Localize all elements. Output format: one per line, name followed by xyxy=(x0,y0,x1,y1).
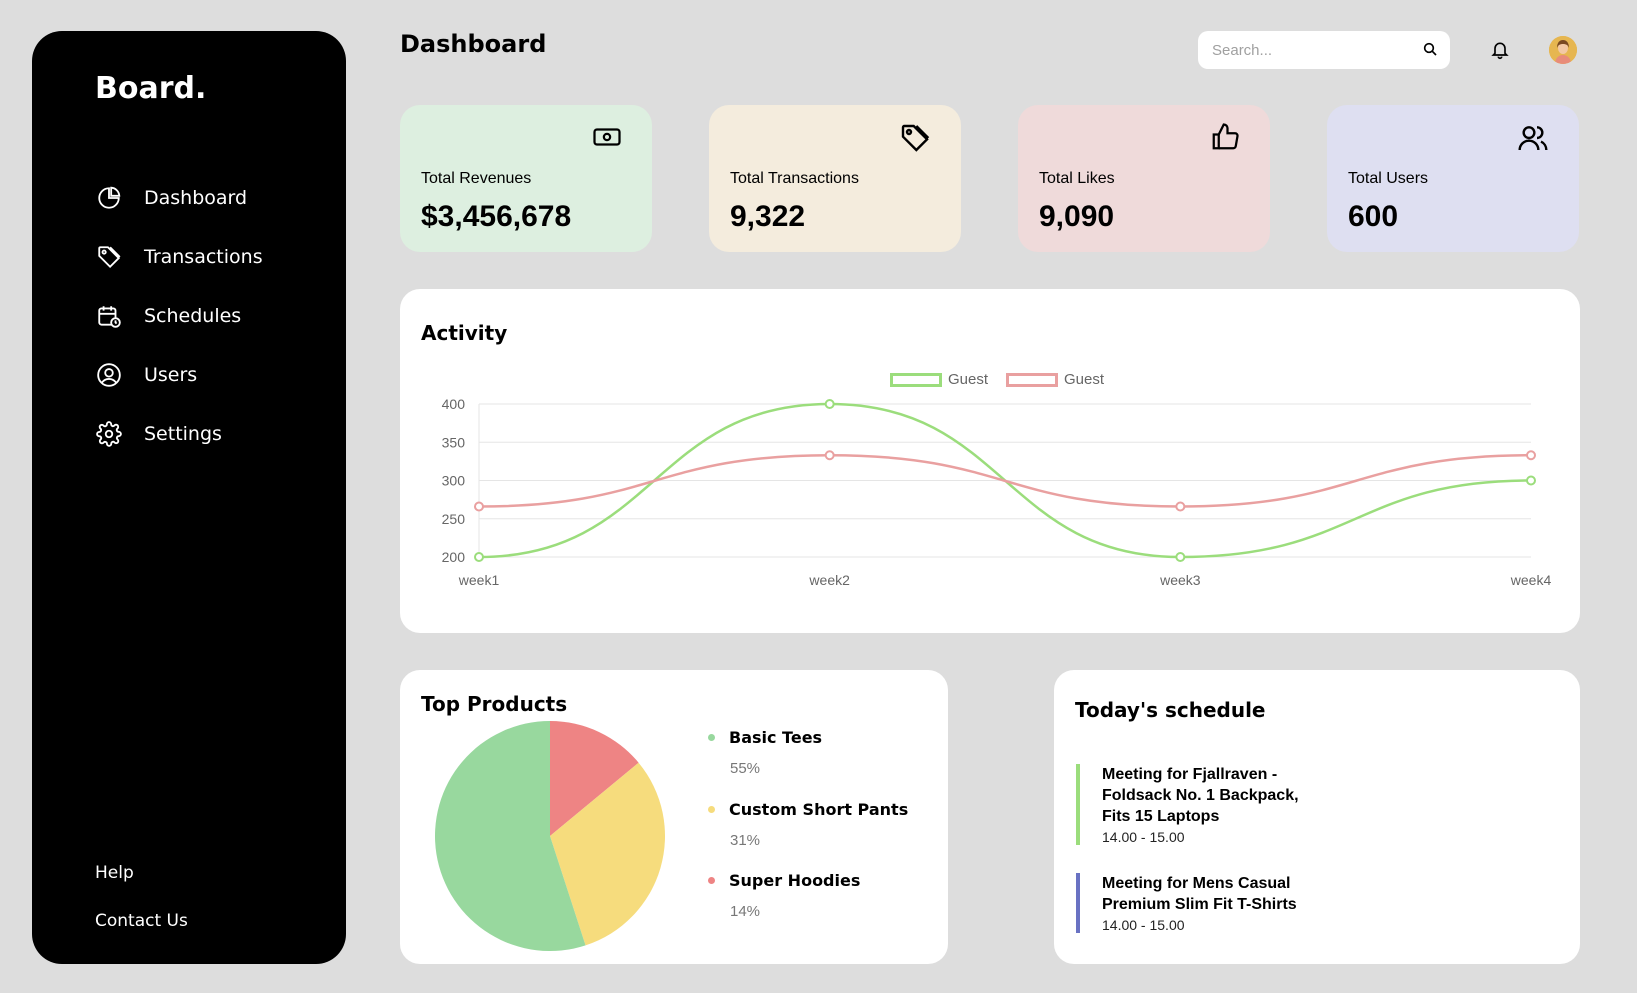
sidebar-item-label: Transactions xyxy=(144,245,263,268)
sidebar-item-users[interactable]: Users xyxy=(95,345,263,404)
schedule-item-time: 14.00 - 15.00 xyxy=(1102,829,1185,845)
sidebar-nav: Dashboard Transactions Schedules xyxy=(95,168,263,463)
x-tick-label: week4 xyxy=(1510,572,1552,588)
product-item-custom-short-pants: Custom Short Pants 31% xyxy=(708,800,909,849)
y-tick-label: 400 xyxy=(442,396,466,412)
sidebar-item-label: Settings xyxy=(144,422,222,445)
pie-slice-0[interactable] xyxy=(434,721,586,951)
product-percent: 55% xyxy=(730,760,761,777)
top-products-panel: Top Products Basic Tees 55% Custom Short… xyxy=(400,670,948,964)
top-products-title: Top Products xyxy=(421,692,568,716)
top-products-pie-chart xyxy=(434,721,665,951)
series-line-0 xyxy=(478,402,1532,559)
bell-icon[interactable] xyxy=(1490,39,1510,65)
data-point[interactable] xyxy=(1175,552,1186,562)
y-tick-label: 350 xyxy=(442,434,466,450)
data-point[interactable] xyxy=(1526,450,1536,461)
x-tick-label: week1 xyxy=(458,572,500,588)
search-box xyxy=(1198,31,1450,69)
card-value: $3,456,678 xyxy=(421,200,572,233)
user-circle-icon xyxy=(95,361,123,389)
total-users-card: Total Users 600 xyxy=(1327,105,1579,252)
schedule-item[interactable]: Meeting for Fjallraven - Foldsack No. 1 … xyxy=(1076,764,1302,845)
product-percent: 31% xyxy=(730,832,761,849)
legend-swatch xyxy=(1006,372,1058,387)
total-transactions-card: Total Transactions 9,322 xyxy=(709,105,961,252)
y-tick-label: 200 xyxy=(442,549,466,565)
y-tick-label: 250 xyxy=(442,511,466,527)
product-item-basic-tees: Basic Tees 55% xyxy=(708,728,823,777)
schedule-title: Today's schedule xyxy=(1075,698,1266,722)
data-point[interactable] xyxy=(474,552,484,562)
schedule-item-title: Meeting for Fjallraven - Foldsack No. 1 … xyxy=(1102,766,1299,825)
card-value: 9,322 xyxy=(730,200,806,233)
y-tick-label: 300 xyxy=(442,473,466,489)
data-point[interactable] xyxy=(824,399,835,409)
sidebar-item-label: Dashboard xyxy=(144,186,248,209)
product-name: Basic Tees xyxy=(729,728,823,747)
legend-label: Guest xyxy=(1064,371,1105,388)
tag-icon xyxy=(95,243,123,271)
schedule-item-time: 14.00 - 15.00 xyxy=(1102,917,1185,933)
legend-item-guest-red[interactable]: Guest xyxy=(1006,371,1104,388)
card-value: 9,090 xyxy=(1039,200,1115,233)
logo: Board. xyxy=(95,71,207,106)
sidebar: Board. Dashboard Transactions xyxy=(32,31,346,964)
product-name: Super Hoodies xyxy=(729,871,861,890)
page-title: Dashboard xyxy=(400,30,547,58)
card-value: 600 xyxy=(1348,200,1399,233)
card-label: Total Likes xyxy=(1039,170,1115,187)
search-icon[interactable] xyxy=(1422,41,1438,61)
activity-panel: Activity Guest Guest 200 250 300 350 400 week… xyxy=(400,289,1580,633)
series-line-1 xyxy=(478,454,1532,508)
data-point[interactable] xyxy=(1175,501,1186,512)
sidebar-item-transactions[interactable]: Transactions xyxy=(95,227,263,286)
help-link[interactable]: Help xyxy=(95,863,134,883)
total-revenues-card: Total Revenues $3,456,678 xyxy=(400,105,652,252)
sidebar-item-label: Schedules xyxy=(144,304,242,327)
legend-swatch xyxy=(890,372,942,387)
legend-dot xyxy=(708,877,715,884)
data-point[interactable] xyxy=(474,501,484,512)
pie-slice-1[interactable] xyxy=(550,762,665,946)
gear-icon xyxy=(95,420,123,448)
sidebar-item-schedules[interactable]: Schedules xyxy=(95,286,263,345)
legend-dot xyxy=(708,806,715,813)
card-label: Total Transactions xyxy=(730,170,859,187)
activity-line-chart: 200 250 300 350 400 week1 week2 week3 week4 xyxy=(442,396,1552,588)
money-icon xyxy=(592,122,622,156)
sidebar-item-label: Users xyxy=(144,363,198,386)
data-point[interactable] xyxy=(1526,475,1536,486)
product-percent: 14% xyxy=(730,903,761,920)
pie-slice-2[interactable] xyxy=(550,721,639,836)
sidebar-item-settings[interactable]: Settings xyxy=(95,404,263,463)
sidebar-item-dashboard[interactable]: Dashboard xyxy=(95,168,263,227)
schedule-panel: Today's schedule Meeting for Fjallraven … xyxy=(1054,670,1580,964)
thumbs-up-icon xyxy=(1210,122,1240,156)
card-label: Total Revenues xyxy=(421,170,532,187)
x-tick-label: week3 xyxy=(1159,572,1201,588)
tag-icon xyxy=(899,122,931,158)
avatar-icon xyxy=(1549,36,1577,64)
search-input[interactable] xyxy=(1210,40,1414,60)
calendar-icon xyxy=(95,302,123,330)
data-point[interactable] xyxy=(824,450,835,461)
product-name: Custom Short Pants xyxy=(729,800,909,819)
avatar[interactable] xyxy=(1549,36,1577,64)
product-item-super-hoodies: Super Hoodies 14% xyxy=(708,871,861,920)
schedule-item-title: Meeting for Mens Casual Premium Slim Fit… xyxy=(1102,875,1297,913)
users-icon xyxy=(1517,122,1549,158)
sidebar-footer: Help Contact Us xyxy=(95,863,188,959)
activity-title: Activity xyxy=(421,321,508,345)
total-likes-card: Total Likes 9,090 xyxy=(1018,105,1270,252)
legend-dot xyxy=(708,734,715,741)
pie-chart-icon xyxy=(95,184,123,212)
legend-item-guest-green[interactable]: Guest xyxy=(890,371,988,388)
schedule-item[interactable]: Meeting for Mens Casual Premium Slim Fit… xyxy=(1076,873,1302,933)
x-tick-label: week2 xyxy=(808,572,850,588)
card-label: Total Users xyxy=(1348,170,1429,187)
contact-us-link[interactable]: Contact Us xyxy=(95,911,188,931)
legend-label: Guest xyxy=(948,371,989,388)
